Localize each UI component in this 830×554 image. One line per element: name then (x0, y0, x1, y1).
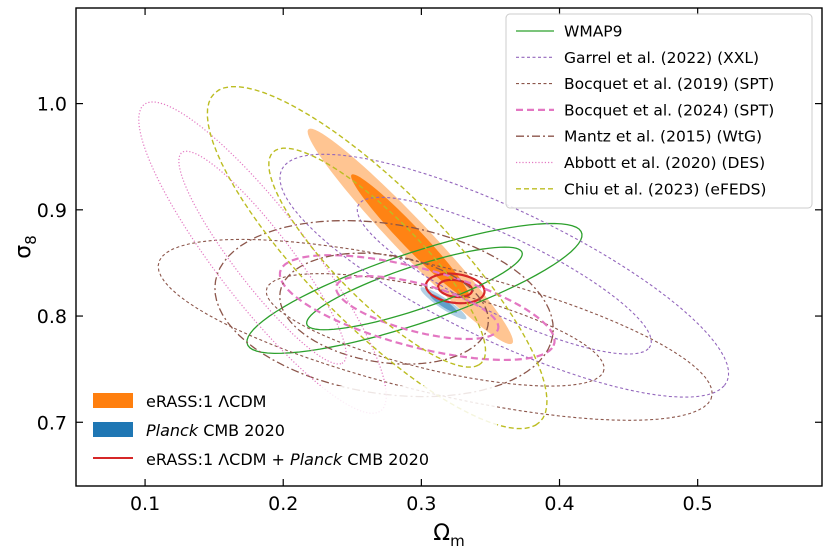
legend-label-combined: eRASS:1 ΛCDM + Planck CMB 2020 (146, 450, 429, 469)
legend-label-planck: Planck CMB 2020 (146, 421, 285, 440)
contour-garrel-et-al-2022-xxl-95pct (279, 153, 730, 398)
y-tick-label: 0.7 (37, 412, 67, 434)
legend-label-bocquet-et-al-2024-spt: Bocquet et al. (2024) (SPT) (564, 101, 774, 119)
contour-garrel-et-al-2022-xxl-68pct (356, 196, 652, 355)
series-garrel-et-al-2022-xxl (279, 153, 730, 398)
contour-wmap9-95pct (246, 222, 583, 354)
contour-bocquet-et-al-2019-spt-95pct (157, 238, 713, 421)
x-tick-label: 0.1 (130, 493, 160, 515)
plot-frame (75, 7, 823, 487)
x-tick-label: 0.3 (406, 493, 436, 515)
x-tick-label: 0.2 (268, 493, 298, 515)
contour-bocquet-et-al-2019-spt-68pct (265, 273, 605, 387)
legend-bottom-left: eRASS:1 ΛCDM Planck CMB 2020 eRASS:1 ΛCD… (87, 386, 497, 474)
legend-bottom-frame (87, 386, 497, 474)
series-bocquet-et-al-2019-spt (157, 238, 713, 421)
legend-swatch-erass1 (93, 393, 133, 408)
y-tick-label: 0.8 (37, 306, 67, 328)
series-chiu-et-al-2023-efeds (206, 85, 548, 430)
contour-mantz-et-al-2015-wtg-68pct (279, 252, 490, 365)
legend-label-erass1: eRASS:1 ΛCDM (146, 392, 266, 411)
legend-label-bocquet-et-al-2019-spt: Bocquet et al. (2019) (SPT) (564, 75, 774, 93)
legend-label-wmap9: WMAP9 (564, 23, 623, 41)
contour-chiu-et-al-2023-efeds-95pct (206, 85, 548, 430)
legend-label-garrel-et-al-2022-xxl: Garrel et al. (2022) (XXL) (564, 49, 759, 67)
series-bocquet-et-al-2024-spt (278, 254, 556, 362)
contour-layer (138, 85, 730, 430)
y-tick-label: 1.0 (37, 94, 67, 116)
legend-label-chiu-et-al-2023-efeds: Chiu et al. (2023) (eFEDS) (564, 180, 766, 198)
contour-abbott-et-al-2020-des-68pct (178, 150, 347, 365)
x-tick-label: 0.4 (544, 493, 574, 515)
axis-ticks: 0.1 0.2 0.3 0.4 0.5 0.7 0.8 0.9 1.0 (37, 8, 822, 515)
contour-erass-1-cdm-68pct (351, 174, 470, 299)
legend-top-frame (505, 13, 813, 209)
legend-label-mantz-et-al-2015-wtg: Mantz et al. (2015) (WtG) (564, 128, 762, 146)
series-erass-1-cdm (307, 128, 514, 345)
contour-bocquet-et-al-2024-spt-68pct (334, 274, 500, 341)
y-tick-label: 0.9 (37, 200, 67, 222)
y-axis-label: σ8 (11, 235, 40, 259)
x-axis-label: Ωm (433, 521, 464, 550)
legend-swatch-planck (93, 422, 133, 437)
legend-label-abbott-et-al-2020-des: Abbott et al. (2020) (DES) (564, 154, 765, 172)
series-abbott-et-al-2020-des (138, 101, 387, 414)
contour-chiu-et-al-2023-efeds-68pct (268, 147, 487, 368)
contour-bocquet-et-al-2024-spt-95pct (278, 254, 556, 362)
x-tick-label: 0.5 (683, 493, 713, 515)
contour-abbott-et-al-2020-des-95pct (138, 101, 387, 414)
legend-top-right: WMAP9 Garrel et al. (2022) (XXL) Bocquet e… (505, 13, 813, 209)
